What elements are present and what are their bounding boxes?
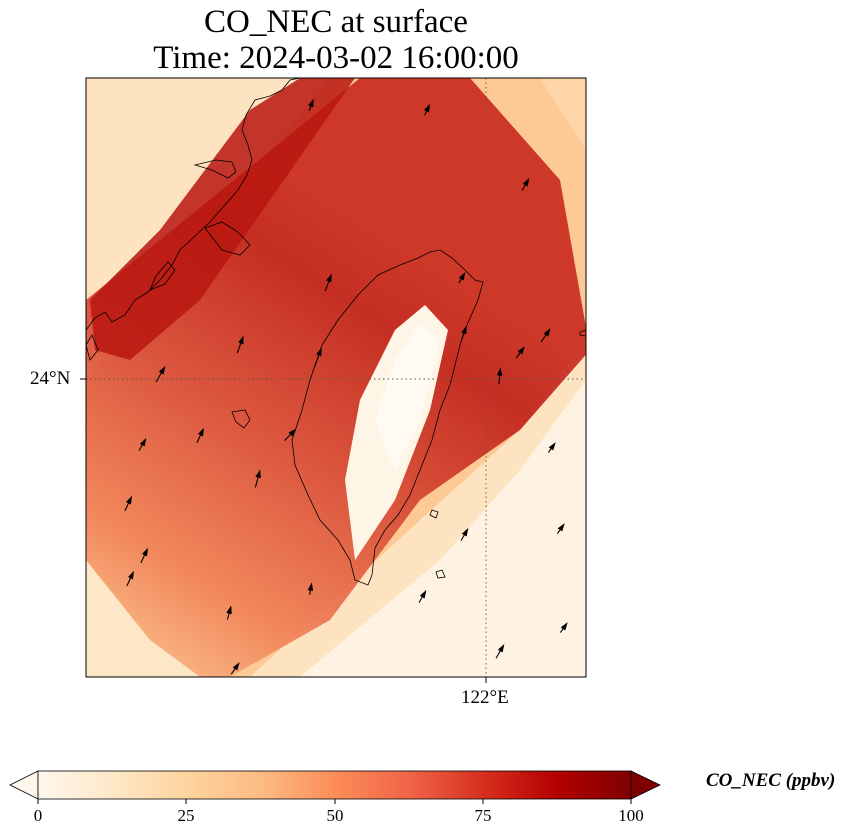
china-coastline — [86, 78, 301, 331]
wind-arrow — [307, 582, 314, 595]
wind-arrow — [155, 365, 166, 383]
wind-arrow — [314, 347, 322, 368]
wind-arrow — [126, 570, 135, 587]
wind-arrow — [418, 589, 427, 603]
colorbar-tick-label: 0 — [33, 806, 43, 825]
wind-arrow — [556, 523, 565, 534]
lat-tick-label: 24°N — [30, 368, 71, 389]
wind-arrow — [124, 495, 133, 512]
wind-arrow — [324, 273, 332, 292]
concentration-field — [86, 78, 586, 677]
wind-arrow — [226, 605, 232, 620]
lon-tick-label: 122°E — [461, 687, 509, 708]
wind-arrow — [423, 103, 431, 116]
wind-arrow — [284, 428, 297, 441]
colorbar-label: CO_NEC (ppbv) — [706, 770, 836, 791]
wind-arrow — [140, 547, 149, 564]
wind-arrow — [496, 367, 503, 385]
wind-arrow — [254, 469, 261, 488]
wind-arrow — [515, 346, 525, 359]
wind-arrow — [521, 177, 530, 191]
wind-arrow — [230, 662, 240, 675]
wind-arrow — [495, 643, 505, 659]
wind-arrow — [458, 271, 466, 284]
colorbar — [9, 770, 661, 804]
wind-arrow — [308, 98, 314, 111]
colorbar-over-extend — [630, 770, 661, 800]
wind-arrow — [196, 427, 205, 444]
colorbar-tick-label: 50 — [326, 806, 344, 825]
map-time-subtitle: Time: 2024-03-02 16:00:00 — [153, 40, 519, 76]
taiwan-coastline — [291, 249, 484, 586]
colorbar-tick-label: 75 — [474, 806, 492, 825]
wind-arrow — [540, 328, 551, 343]
wind-arrow — [460, 527, 469, 541]
colorbar-tick-label: 25 — [177, 806, 195, 825]
colorbar-under-extend — [9, 770, 39, 800]
wind-arrow — [461, 325, 467, 340]
colorbar-tick-label: 100 — [618, 806, 644, 825]
wind-arrow — [559, 622, 568, 633]
wind-arrow — [138, 437, 147, 451]
wind-arrow — [236, 335, 244, 354]
map-frame — [85, 77, 587, 678]
wind-arrow — [547, 442, 556, 453]
colorbar-gradient — [37, 770, 632, 800]
coastlines — [86, 78, 586, 586]
map-title: CO_NEC at surface — [204, 4, 468, 40]
wind-vectors — [124, 98, 568, 675]
